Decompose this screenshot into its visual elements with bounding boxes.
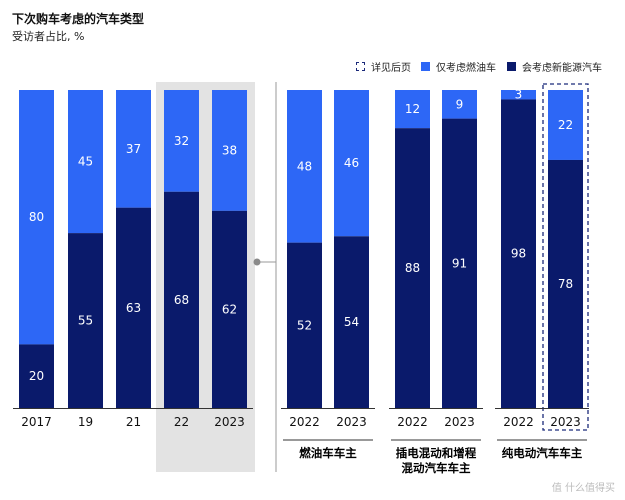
bar-nev-1-0 [287, 242, 322, 408]
chart-subtitle: 受访者占比, % [12, 30, 85, 43]
x-tick-label: 2022 [503, 415, 534, 429]
legend-label: 详见后页 [371, 63, 411, 74]
data-label-ice-only: 22 [558, 118, 573, 132]
data-label-ice-only: 3 [515, 88, 523, 102]
bar-ice-only-0-1 [68, 90, 103, 234]
data-label-nev: 68 [174, 293, 189, 307]
legend-item-ice-only: 仅考虑燃油车 [421, 59, 496, 74]
x-tick-label: 2023 [214, 415, 245, 429]
group-label: 混动汽车车主 [402, 461, 471, 475]
data-label-ice-only: 80 [29, 210, 44, 224]
data-label-ice-only: 48 [297, 159, 312, 173]
x-tick-label: 2022 [289, 415, 320, 429]
bar-ice-only-0-0 [19, 90, 54, 345]
bar-nev-3-1 [548, 159, 583, 408]
connector-dot [253, 258, 261, 266]
bar-nev-2-0 [395, 128, 430, 408]
bar-ice-only-2-0 [395, 90, 430, 129]
bar-ice-only-0-2 [116, 90, 151, 208]
data-label-nev: 20 [29, 369, 44, 383]
legend-label: 仅考虑燃油车 [436, 63, 496, 74]
legend-label: 会考虑新能源汽车 [522, 63, 602, 74]
bar-ice-only-3-0 [501, 90, 536, 100]
data-label-nev: 98 [511, 247, 526, 261]
x-tick-label: 2017 [21, 415, 52, 429]
legend-item-see-next-page: 详见后页 [356, 59, 411, 74]
data-label-nev: 55 [78, 314, 93, 328]
x-tick-label: 2023 [444, 415, 475, 429]
legend-swatch-dark [507, 62, 516, 71]
group-label: 插电混动和增程 [396, 446, 477, 460]
dashed-highlight-box [542, 83, 589, 431]
bar-ice-only-2-1 [442, 90, 477, 119]
x-tick-label: 21 [126, 415, 141, 429]
legend-swatch-light [421, 62, 430, 71]
chart-title: 下次购车考虑的汽车类型 [12, 12, 145, 26]
data-label-nev: 63 [126, 301, 141, 315]
bar-nev-0-2 [116, 207, 151, 408]
bar-ice-only-0-3 [164, 90, 199, 192]
bar-ice-only-3-1 [548, 90, 583, 160]
data-label-nev: 54 [344, 315, 359, 329]
x-tick-label: 2022 [397, 415, 428, 429]
bar-nev-3-0 [501, 99, 536, 408]
data-label-nev: 88 [405, 261, 420, 275]
data-label-ice-only: 9 [456, 97, 464, 111]
data-label-ice-only: 37 [126, 142, 141, 156]
legend-item-nev: 会考虑新能源汽车 [507, 59, 602, 74]
bar-nev-1-1 [334, 236, 369, 408]
x-tick-label: 2023 [336, 415, 367, 429]
x-tick-label: 22 [174, 415, 189, 429]
group-label: 纯电动汽车车主 [502, 446, 583, 460]
x-tick-label: 2023 [550, 415, 581, 429]
bar-nev-0-4 [212, 210, 247, 408]
data-label-ice-only: 32 [174, 134, 189, 148]
group-label: 燃油车车主 [298, 446, 357, 460]
dashed-box-icon [356, 62, 365, 71]
data-label-nev: 62 [222, 302, 237, 316]
bar-nev-0-1 [68, 233, 103, 408]
data-label-nev: 52 [297, 318, 312, 332]
data-label-nev: 91 [452, 256, 467, 270]
bar-nev-2-1 [442, 118, 477, 409]
bar-ice-only-1-0 [287, 90, 322, 243]
watermark: 值 什么值得买 [551, 483, 615, 494]
data-label-ice-only: 12 [405, 102, 420, 116]
x-tick-label: 19 [78, 415, 93, 429]
bar-nev-0-3 [164, 191, 199, 408]
data-label-ice-only: 46 [344, 156, 359, 170]
data-label-ice-only: 38 [222, 143, 237, 157]
bar-ice-only-1-1 [334, 90, 369, 237]
data-label-ice-only: 45 [78, 155, 93, 169]
bar-nev-0-0 [19, 344, 54, 408]
data-label-nev: 78 [558, 277, 573, 291]
bar-ice-only-0-4 [212, 90, 247, 211]
